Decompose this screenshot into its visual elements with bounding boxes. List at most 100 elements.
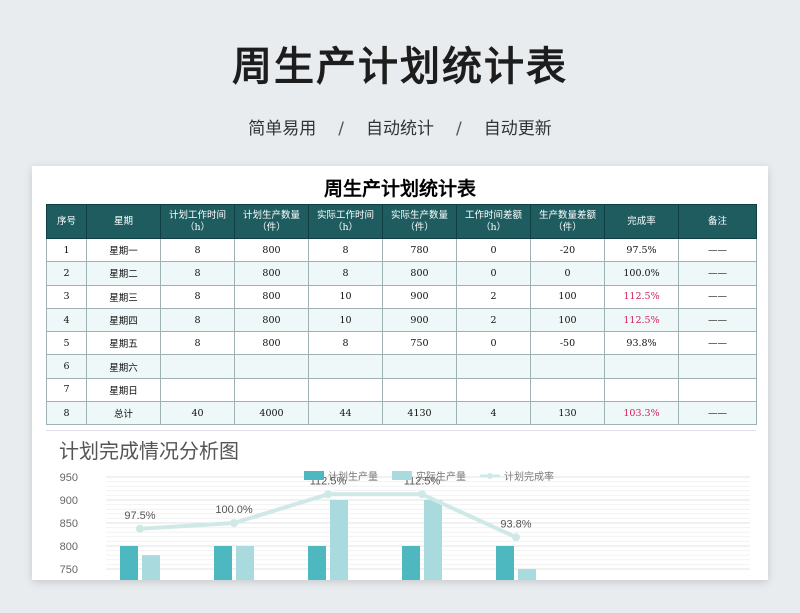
table-cell[interactable]: 112.5% bbox=[604, 284, 679, 309]
table-cell[interactable]: 780 bbox=[382, 237, 457, 263]
table-cell[interactable]: 100 bbox=[530, 284, 605, 309]
line-point bbox=[324, 490, 332, 499]
table-cell[interactable]: 97.5% bbox=[604, 237, 679, 263]
table-cell[interactable]: 4130 bbox=[382, 401, 457, 426]
table-cell[interactable]: 10 bbox=[308, 284, 383, 309]
table-cell[interactable]: 4 bbox=[46, 307, 87, 333]
sheet-title: 周生产计划统计表 bbox=[323, 178, 476, 200]
table-cell[interactable]: 4000 bbox=[234, 401, 309, 426]
table-cell[interactable] bbox=[382, 377, 457, 403]
table-cell[interactable]: 900 bbox=[382, 307, 457, 333]
table-cell[interactable]: 8 bbox=[160, 307, 235, 333]
table-cell[interactable]: 8 bbox=[160, 237, 235, 263]
table-cell[interactable]: 10 bbox=[308, 307, 383, 333]
table-cell[interactable]: 8 bbox=[160, 261, 235, 286]
table-cell[interactable] bbox=[308, 377, 383, 403]
column-header: 星期 bbox=[86, 204, 161, 239]
subtitle-item: 自动更新 bbox=[483, 119, 552, 139]
table-cell[interactable]: 0 bbox=[456, 331, 531, 356]
table-cell[interactable]: 2 bbox=[46, 261, 87, 286]
table-cell[interactable]: —— bbox=[678, 307, 757, 333]
table-cell[interactable]: 44 bbox=[308, 401, 383, 426]
table-cell[interactable]: 800 bbox=[382, 261, 457, 286]
table-cell[interactable]: -50 bbox=[530, 331, 605, 356]
column-header-label: 序号 bbox=[56, 215, 76, 227]
table-cell[interactable]: 40 bbox=[160, 401, 235, 426]
table-cell[interactable]: 8 bbox=[308, 331, 383, 356]
table-cell[interactable]: 星期日 bbox=[86, 377, 161, 403]
table-cell[interactable] bbox=[678, 377, 757, 403]
table-cell[interactable]: 103.3% bbox=[604, 401, 679, 426]
table-cell[interactable] bbox=[456, 354, 531, 379]
table-cell[interactable]: 3 bbox=[46, 284, 87, 309]
table-cell[interactable]: 112.5% bbox=[604, 307, 679, 333]
table-cell[interactable]: 800 bbox=[234, 237, 309, 263]
table-cell[interactable]: 0 bbox=[530, 261, 605, 286]
bar-plan bbox=[120, 546, 138, 580]
bar-actual bbox=[330, 500, 348, 580]
column-header: 工作时间差额 （h） bbox=[456, 204, 531, 239]
line-point bbox=[418, 490, 426, 499]
table-cell[interactable] bbox=[530, 377, 605, 403]
table-cell[interactable] bbox=[456, 377, 531, 403]
table-cell[interactable] bbox=[530, 354, 605, 379]
table-cell[interactable]: 星期六 bbox=[86, 354, 161, 379]
column-header-label: 实际工作时间 bbox=[316, 209, 374, 221]
table-cell[interactable]: 5 bbox=[46, 331, 87, 356]
table-cell[interactable]: 800 bbox=[234, 284, 309, 309]
table-cell[interactable] bbox=[234, 377, 309, 403]
table-cell[interactable] bbox=[234, 354, 309, 379]
table-cell[interactable]: —— bbox=[678, 237, 757, 263]
table-cell[interactable]: —— bbox=[678, 284, 757, 309]
table-cell[interactable]: 4 bbox=[456, 401, 531, 426]
table-cell[interactable]: 7 bbox=[46, 377, 87, 403]
table-cell[interactable]: 8 bbox=[308, 261, 383, 286]
table-cell[interactable]: —— bbox=[678, 331, 757, 356]
table-cell[interactable] bbox=[160, 354, 235, 379]
table-cell[interactable]: —— bbox=[678, 261, 757, 286]
bar-plan bbox=[496, 546, 514, 580]
table-cell[interactable]: 星期一 bbox=[86, 237, 161, 263]
table-cell[interactable]: 2 bbox=[456, 307, 531, 333]
table-cell[interactable] bbox=[678, 354, 757, 379]
table-cell[interactable]: 800 bbox=[234, 307, 309, 333]
table-cell[interactable]: 800 bbox=[234, 331, 309, 356]
table-cell[interactable]: 2 bbox=[456, 284, 531, 309]
table-cell[interactable]: 星期五 bbox=[86, 331, 161, 356]
table-cell[interactable]: 100 bbox=[530, 307, 605, 333]
table-cell[interactable] bbox=[308, 354, 383, 379]
column-header: 计划生产数量 （件） bbox=[234, 204, 309, 239]
table-cell[interactable]: 6 bbox=[46, 354, 87, 379]
table-cell[interactable]: —— bbox=[678, 401, 757, 426]
table-cell[interactable] bbox=[160, 377, 235, 403]
y-tick-label: 800 bbox=[60, 541, 78, 553]
column-header-label: （h） bbox=[480, 221, 507, 233]
table-cell[interactable]: 800 bbox=[234, 261, 309, 286]
table-cell[interactable]: 8 bbox=[308, 237, 383, 263]
legend-label: 实际生产量 bbox=[416, 470, 466, 483]
table-cell[interactable]: 星期四 bbox=[86, 307, 161, 333]
table-cell[interactable]: 130 bbox=[530, 401, 605, 426]
legend-swatch-marker bbox=[487, 473, 493, 479]
table-cell[interactable]: 总计 bbox=[86, 401, 161, 426]
line-point bbox=[230, 519, 238, 527]
table-cell[interactable]: 0 bbox=[456, 237, 531, 263]
table-cell[interactable]: 1 bbox=[46, 237, 87, 263]
table-cell[interactable]: 星期三 bbox=[86, 284, 161, 309]
y-tick-label: 750 bbox=[60, 564, 78, 576]
table-cell[interactable]: 星期二 bbox=[86, 261, 161, 286]
table-cell[interactable]: 8 bbox=[46, 401, 87, 426]
table-cell[interactable]: 0 bbox=[456, 261, 531, 286]
table-cell[interactable]: 8 bbox=[160, 331, 235, 356]
table-cell[interactable]: 8 bbox=[160, 284, 235, 309]
subtitle-separator: / bbox=[456, 119, 462, 139]
table-cell[interactable] bbox=[382, 354, 457, 379]
column-header-label: 生产数量差额 bbox=[538, 209, 596, 221]
table-cell[interactable]: 900 bbox=[382, 284, 457, 309]
table-cell[interactable]: 93.8% bbox=[604, 331, 679, 356]
table-cell[interactable]: 100.0% bbox=[604, 261, 679, 286]
table-cell[interactable] bbox=[604, 377, 679, 403]
table-cell[interactable] bbox=[604, 354, 679, 379]
table-cell[interactable]: 750 bbox=[382, 331, 457, 356]
table-cell[interactable]: -20 bbox=[530, 237, 605, 263]
